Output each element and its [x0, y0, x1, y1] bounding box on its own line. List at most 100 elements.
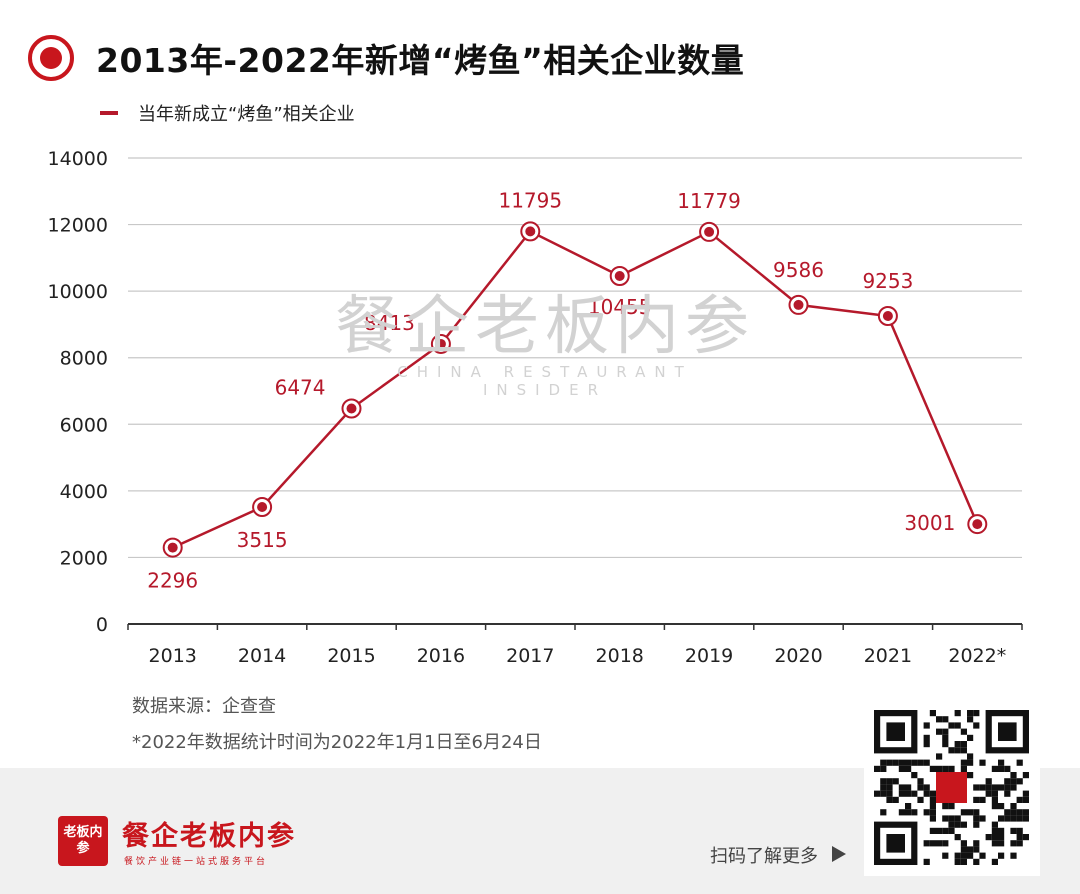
data-label: 10455 — [588, 295, 652, 319]
y-tick-label: 0 — [96, 614, 108, 636]
footnote: *2022年数据统计时间为2022年1月1日至6月24日 — [132, 732, 542, 753]
data-point — [704, 226, 715, 237]
qr-module — [929, 815, 936, 822]
qr-module — [874, 790, 881, 797]
qr-module — [874, 765, 881, 772]
qr-module — [905, 809, 912, 816]
x-tick-label: 2021 — [864, 645, 912, 667]
data-label: 11779 — [677, 189, 741, 213]
qr-module — [917, 784, 924, 791]
qr-module — [948, 827, 955, 834]
qr-module — [1016, 796, 1023, 803]
qr-module — [880, 790, 887, 797]
qr-module — [880, 765, 887, 772]
qr-module — [991, 803, 998, 810]
legend: 当年新成立“烤鱼”相关企业 — [100, 100, 355, 126]
x-tick-label: 2019 — [685, 645, 733, 667]
qr-module — [1010, 803, 1017, 810]
x-tick-label: 2018 — [596, 645, 644, 667]
qr-module — [911, 809, 918, 816]
qr-module — [905, 759, 912, 766]
qr-module — [917, 759, 924, 766]
qr-module — [942, 815, 949, 822]
qr-module — [973, 796, 980, 803]
qr-module — [1010, 784, 1017, 791]
qr-module — [960, 821, 967, 828]
qr-module — [1010, 815, 1017, 822]
qr-module — [923, 759, 930, 766]
qr-module — [923, 741, 930, 748]
y-tick-label: 8000 — [60, 348, 108, 370]
qr-module — [880, 809, 887, 816]
qr-module — [1004, 790, 1011, 797]
qr-module — [998, 834, 1005, 841]
qr-module — [954, 710, 961, 717]
target-icon — [28, 35, 74, 81]
qr-module — [905, 765, 912, 772]
qr-module — [936, 765, 943, 772]
qr-module — [954, 852, 961, 859]
qr-finder-core — [886, 722, 905, 741]
qr-module — [985, 790, 992, 797]
qr-module — [880, 759, 887, 766]
qr-module — [967, 759, 974, 766]
brand-logo: 老板内参 — [58, 816, 108, 866]
qr-module — [960, 846, 967, 853]
qr-module — [898, 784, 905, 791]
qr-module — [1022, 796, 1029, 803]
qr-module — [929, 710, 936, 717]
qr-module — [960, 840, 967, 847]
qr-module — [973, 821, 980, 828]
qr-module — [892, 759, 899, 766]
qr-module — [967, 852, 974, 859]
qr-module — [892, 778, 899, 785]
y-tick-label: 10000 — [48, 281, 108, 303]
qr-finder-core — [886, 834, 905, 853]
y-tick-label: 4000 — [60, 481, 108, 503]
qr-module — [936, 716, 943, 723]
qr-module — [960, 765, 967, 772]
qr-code[interactable] — [864, 700, 1040, 876]
qr-module — [923, 784, 930, 791]
qr-module — [929, 790, 936, 797]
qr-module — [1004, 815, 1011, 822]
qr-module — [929, 796, 936, 803]
qr-module — [936, 840, 943, 847]
data-point — [435, 338, 446, 349]
qr-module — [1022, 772, 1029, 779]
data-point — [346, 403, 357, 414]
qr-module — [942, 734, 949, 741]
qr-module — [998, 784, 1005, 791]
qr-module — [973, 846, 980, 853]
series-line — [172, 229, 979, 549]
data-label: 6474 — [275, 376, 326, 400]
qr-module — [954, 821, 961, 828]
qr-module — [991, 858, 998, 865]
qr-module — [929, 840, 936, 847]
x-tick-label: 2022* — [948, 645, 1006, 667]
qr-module — [967, 753, 974, 760]
qr-module — [1022, 815, 1029, 822]
y-tick-label: 2000 — [60, 547, 108, 569]
qr-module — [948, 722, 955, 729]
brand-name: 餐企老板内参 — [122, 821, 296, 852]
qr-module — [1004, 778, 1011, 785]
qr-module — [998, 815, 1005, 822]
data-point — [257, 502, 268, 513]
qr-module — [886, 784, 893, 791]
qr-module — [917, 796, 924, 803]
qr-module — [948, 821, 955, 828]
qr-module — [942, 741, 949, 748]
qr-module — [954, 747, 961, 754]
qr-module — [948, 803, 955, 810]
qr-module — [960, 741, 967, 748]
arrow-right-icon — [832, 846, 846, 862]
data-point — [167, 542, 178, 553]
qr-module — [954, 722, 961, 729]
qr-module — [898, 790, 905, 797]
qr-module — [905, 790, 912, 797]
qr-module — [960, 747, 967, 754]
qr-module — [991, 790, 998, 797]
qr-module — [886, 790, 893, 797]
qr-module — [991, 834, 998, 841]
